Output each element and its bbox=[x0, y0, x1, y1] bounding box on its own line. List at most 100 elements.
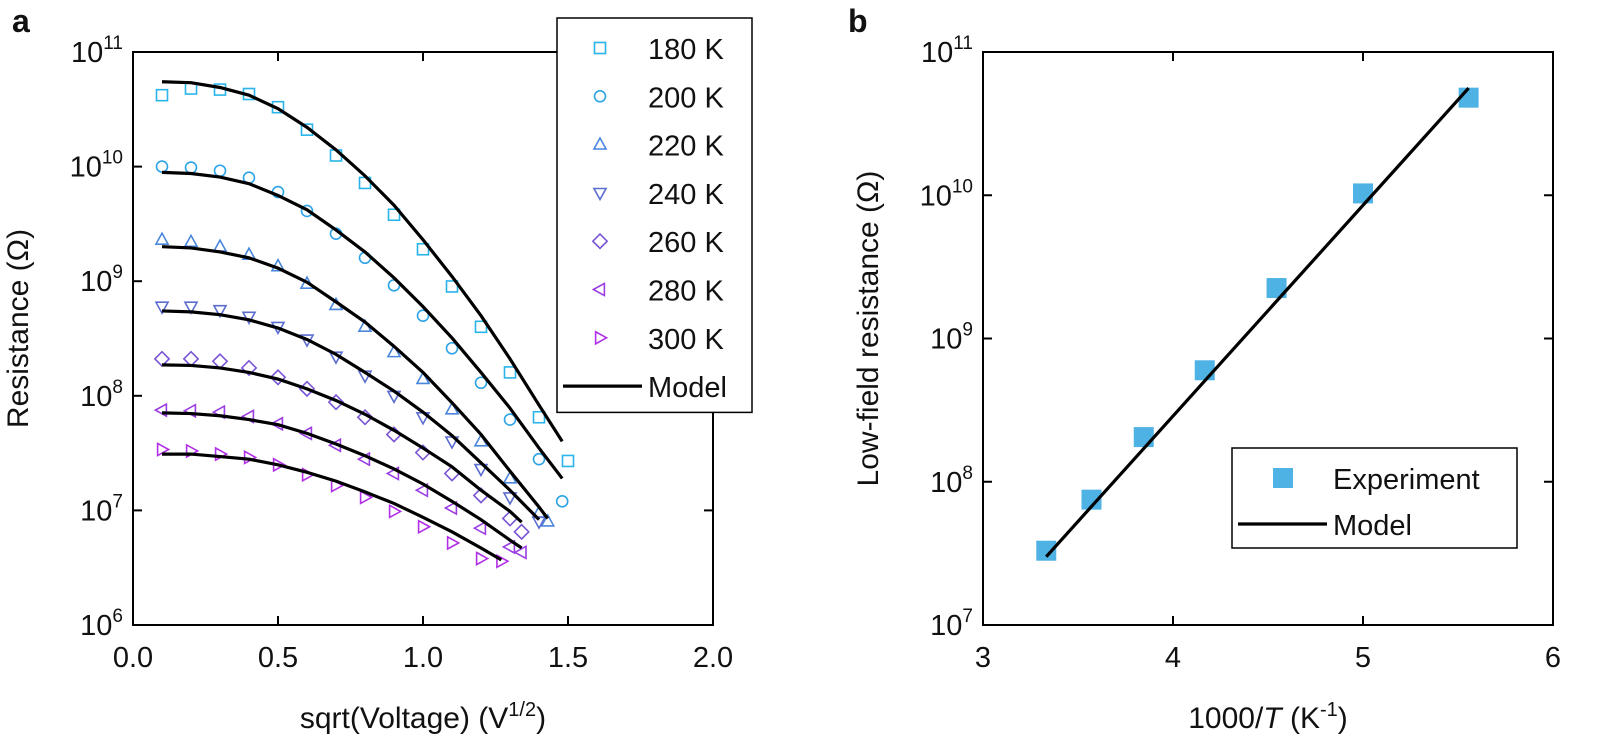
data-point bbox=[1133, 427, 1154, 448]
data-point bbox=[388, 504, 403, 519]
legend: Experiment Model bbox=[1231, 447, 1518, 549]
y-tick-exponent: 7 bbox=[962, 606, 973, 627]
data-point bbox=[183, 233, 199, 248]
data-point bbox=[269, 416, 284, 432]
data-point bbox=[496, 553, 510, 569]
data-point bbox=[443, 500, 458, 516]
y-tick-exponent: 7 bbox=[112, 491, 123, 512]
y-tick-label: 1011 bbox=[71, 33, 123, 69]
x-axis-label-part: sqrt(Voltage) (V bbox=[300, 702, 508, 735]
x-axis-label-part: ) bbox=[1338, 702, 1348, 735]
x-tick-label: 2.0 bbox=[693, 642, 733, 674]
y-tick-base: 10 bbox=[80, 610, 112, 642]
data-point bbox=[531, 516, 547, 530]
y-tick-exponent: 10 bbox=[952, 176, 973, 197]
data-point bbox=[502, 492, 518, 506]
data-point bbox=[184, 161, 198, 174]
y-tick-exponent: 11 bbox=[103, 33, 123, 54]
data-point bbox=[359, 489, 374, 505]
legend-label: 240 K bbox=[648, 179, 724, 211]
data-point bbox=[416, 309, 430, 322]
data-point bbox=[561, 454, 575, 468]
y-tick-exponent: 8 bbox=[112, 377, 123, 398]
legend-box bbox=[1231, 447, 1518, 549]
data-point bbox=[356, 408, 374, 426]
data-point bbox=[1081, 489, 1102, 510]
model-line bbox=[1045, 86, 1470, 558]
y-tick-base: 10 bbox=[921, 37, 953, 69]
y-tick-base: 10 bbox=[930, 324, 962, 356]
data-point bbox=[1036, 540, 1057, 561]
y-tick-exponent: 8 bbox=[962, 463, 973, 484]
data-point bbox=[532, 410, 546, 424]
data-point bbox=[385, 466, 400, 481]
model-line bbox=[161, 245, 549, 520]
x-axis-label-part: -1 bbox=[1320, 699, 1338, 721]
data-point bbox=[155, 160, 169, 173]
y-tick-exponent: 9 bbox=[112, 262, 123, 283]
y-tick-label: 107 bbox=[930, 606, 973, 642]
x-tick-label: 0.0 bbox=[113, 642, 153, 674]
legend-marker bbox=[592, 187, 608, 202]
x-tick-label: 5 bbox=[1355, 642, 1371, 674]
x-axis-label: sqrt(Voltage) (V1/2) bbox=[300, 699, 546, 735]
legend-label: Model bbox=[648, 372, 727, 404]
y-tick-exponent: 10 bbox=[102, 148, 123, 169]
data-point bbox=[475, 551, 490, 566]
data-point bbox=[513, 545, 527, 560]
y-tick-base: 10 bbox=[80, 266, 112, 298]
y-axis-label: Low-field resistance (Ω) bbox=[852, 171, 885, 487]
x-tick-label: 1.0 bbox=[403, 642, 443, 674]
data-point bbox=[503, 413, 517, 426]
y-tick-exponent: 11 bbox=[953, 33, 973, 54]
y-tick-label: 109 bbox=[930, 320, 973, 356]
legend-marker bbox=[594, 330, 609, 346]
x-axis-label-part: ) bbox=[536, 702, 546, 735]
x-tick-label: 0.5 bbox=[258, 642, 298, 674]
y-tick-label: 1011 bbox=[921, 33, 973, 69]
model-line bbox=[161, 80, 564, 443]
legend-label: Experiment bbox=[1333, 464, 1480, 496]
model-line bbox=[161, 309, 541, 521]
legend-label: 300 K bbox=[648, 324, 724, 356]
legend-box bbox=[556, 17, 753, 414]
data-point bbox=[240, 359, 258, 377]
y-tick-exponent: 9 bbox=[962, 320, 973, 341]
y-tick-base: 10 bbox=[920, 180, 952, 212]
legend-label: 280 K bbox=[648, 276, 724, 308]
x-axis-label-part: 1/2 bbox=[508, 699, 536, 721]
data-point bbox=[501, 539, 516, 555]
data-point bbox=[1266, 278, 1287, 299]
data-point bbox=[503, 366, 517, 379]
panel: a0.0 0.5 1.0 1.5 2.010610710810910101011sqrt… bbox=[2, 3, 753, 735]
y-tick-base: 10 bbox=[70, 152, 102, 184]
data-point bbox=[270, 258, 286, 272]
x-tick-label: 3 bbox=[975, 642, 991, 674]
model-line bbox=[161, 170, 564, 480]
data-point bbox=[540, 513, 556, 527]
panel-label: b bbox=[848, 3, 868, 39]
x-axis-label: 1000/T (K-1) bbox=[1188, 699, 1348, 735]
x-axis-label-part: 1000/ bbox=[1188, 702, 1264, 735]
x-tick-label: 4 bbox=[1165, 642, 1181, 674]
data-point bbox=[445, 341, 459, 355]
legend-label: 260 K bbox=[648, 227, 724, 259]
data-point bbox=[472, 520, 487, 536]
y-tick-label: 1010 bbox=[920, 176, 973, 212]
x-tick-label: 6 bbox=[1545, 642, 1561, 674]
legend-label: 220 K bbox=[648, 131, 724, 163]
data-point bbox=[183, 301, 199, 315]
y-axis-label: Resistance (Ω) bbox=[2, 229, 35, 428]
x-tick-label: 1.5 bbox=[548, 642, 588, 674]
panel-label: a bbox=[12, 3, 30, 39]
legend-marker bbox=[593, 90, 607, 103]
data-point bbox=[513, 523, 530, 541]
data-point bbox=[532, 452, 546, 466]
legend-label: 200 K bbox=[648, 82, 724, 114]
data-point bbox=[212, 304, 228, 319]
legend-marker bbox=[591, 232, 609, 250]
data-point bbox=[446, 535, 461, 551]
y-tick-base: 10 bbox=[930, 467, 962, 499]
data-point bbox=[153, 402, 168, 418]
